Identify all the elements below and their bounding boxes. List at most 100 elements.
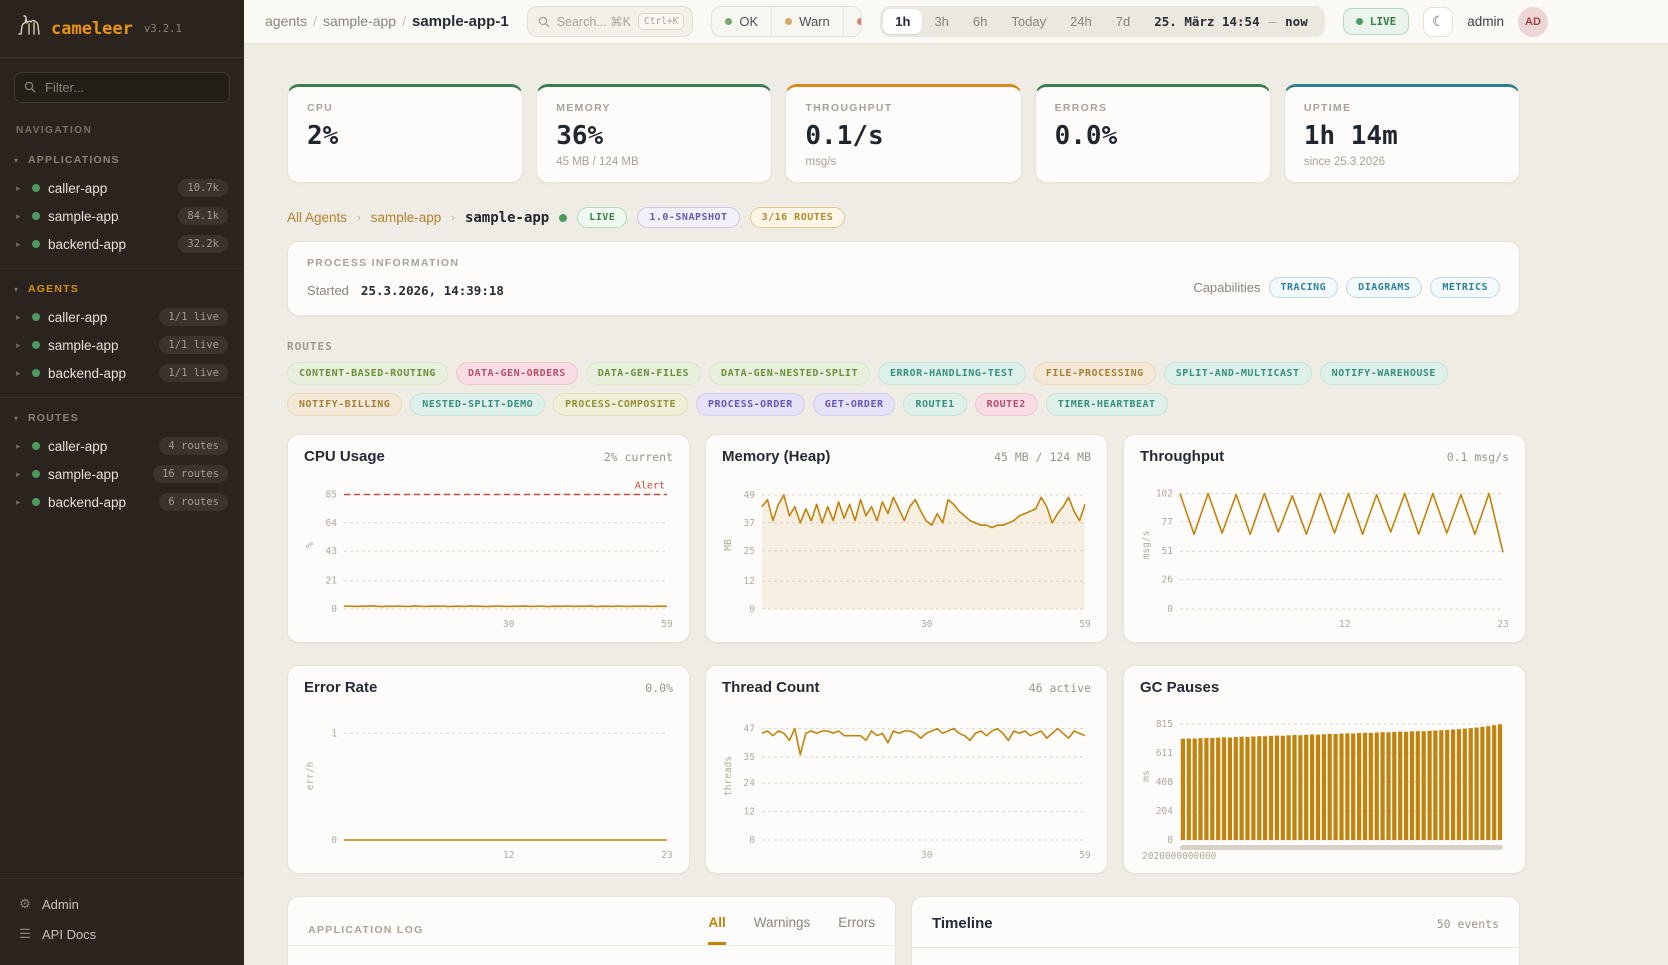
svg-text:%: % (305, 542, 316, 548)
range-7d[interactable]: 7d (1115, 14, 1131, 29)
search-input[interactable]: Search... ⌘K Ctrl+K (526, 6, 694, 37)
section-label: AGENTS (28, 283, 79, 295)
metric-card-memory: MEMORY 36% 45 MB / 124 MB (536, 84, 773, 183)
date-range[interactable]: 25. März 14:54 — now (1142, 14, 1321, 29)
section-label: APPLICATIONS (28, 154, 120, 166)
range-today[interactable]: Today (1011, 14, 1047, 29)
svg-text:2020000000000: 2020000000000 (1142, 851, 1217, 862)
sidebar-item-app-backend[interactable]: ▸ backend-app 32.2k (10, 230, 234, 258)
route-badge[interactable]: TIMER-HEARTBEAT (1045, 393, 1168, 416)
live-status-pill: LIVE (577, 207, 628, 228)
sidebar-item-agent-sample[interactable]: ▸ sample-app 1/1 live (10, 331, 234, 359)
logo[interactable]: cameleer v3.2.1 (0, 0, 244, 58)
route-badge[interactable]: SPLIT-AND-MULTICAST (1163, 362, 1312, 385)
tab-all[interactable]: All (708, 915, 726, 945)
svg-text:51: 51 (1162, 546, 1174, 557)
chevron-right-icon: ▸ (16, 311, 21, 322)
svg-text:815: 815 (1156, 719, 1173, 730)
route-badge[interactable]: ROUTE2 (974, 393, 1038, 416)
sidebar-item-agent-caller[interactable]: ▸ caller-app 1/1 live (10, 303, 234, 331)
search-placeholder: Search... ⌘K (556, 15, 632, 29)
capabilities: Capabilities TRACING DIAGRAMS METRICS (1193, 277, 1500, 298)
route-badge[interactable]: DATA-GEN-NESTED-SPLIT (709, 362, 870, 385)
route-badge[interactable]: NESTED-SPLIT-DEMO (410, 393, 546, 416)
svg-text:30: 30 (503, 619, 515, 630)
range-24h[interactable]: 24h (1070, 14, 1092, 29)
count-badge: 84.1k (178, 207, 228, 225)
route-badge[interactable]: ROUTE1 (903, 393, 967, 416)
status-dot (32, 470, 40, 478)
route-badge[interactable]: GET-ORDER (812, 393, 896, 416)
tab-warnings[interactable]: Warnings (753, 915, 811, 930)
route-badge[interactable]: NOTIFY-WAREHOUSE (1319, 362, 1448, 385)
camel-logo-icon (16, 13, 42, 44)
svg-text:30: 30 (921, 850, 933, 861)
avatar[interactable]: AD (1518, 6, 1548, 37)
capability-metrics: METRICS (1430, 277, 1500, 298)
route-badge[interactable]: ERROR-HANDLING-TEST (877, 362, 1026, 385)
svg-text:1: 1 (331, 728, 337, 739)
sidebar-item-routes-backend[interactable]: ▸ backend-app 6 routes (10, 488, 234, 516)
svg-text:0: 0 (1167, 835, 1173, 846)
status-filter-group: OK Warn Error Running (711, 6, 863, 37)
search-icon (538, 16, 550, 27)
live-badge[interactable]: LIVE (1342, 8, 1410, 35)
tab-errors[interactable]: Errors (838, 915, 875, 930)
route-badge[interactable]: PROCESS-ORDER (696, 393, 805, 416)
range-3h[interactable]: 3h (934, 14, 949, 29)
admin-link[interactable]: ⚙ Admin (19, 896, 79, 912)
timeline-events-count: 50 events (1436, 917, 1499, 931)
filter-error[interactable]: Error (842, 7, 862, 36)
sidebar-item-agent-backend[interactable]: ▸ backend-app 1/1 live (10, 359, 234, 387)
divider (912, 947, 1519, 948)
chevron-right-icon: ▸ (16, 468, 21, 479)
routes-count-badge: 4 routes (159, 437, 228, 455)
route-badge[interactable]: NOTIFY-BILLING (287, 393, 403, 416)
sidebar-item-app-caller[interactable]: ▸ caller-app 10.7k (10, 174, 234, 202)
route-badge[interactable]: DATA-GEN-FILES (585, 362, 702, 385)
route-badge[interactable]: DATA-GEN-ORDERS (455, 362, 578, 385)
svg-text:ms: ms (1141, 770, 1152, 781)
sidebar-item-app-sample[interactable]: ▸ sample-app 84.1k (10, 202, 234, 230)
count-badge: 10.7k (178, 179, 228, 197)
chart-gc-pauses: GC Pauses 0 204 408 611 815 ms 2020000000000 (1123, 665, 1526, 874)
section-applications: ▾ APPLICATIONS ▸ caller-app 10.7k ▸ samp… (0, 140, 244, 269)
error-rate-chart: 0 1 err/h 12 23 (305, 728, 673, 861)
section-header-applications[interactable]: ▾ APPLICATIONS (10, 152, 234, 174)
filter-warn[interactable]: Warn (771, 7, 843, 36)
chevron-right-icon: ▸ (16, 182, 21, 193)
range-1h[interactable]: 1h (883, 9, 923, 34)
filter-input[interactable] (14, 72, 230, 103)
svg-text:12: 12 (744, 807, 755, 818)
svg-text:MB: MB (723, 539, 734, 551)
user-name: admin (1467, 14, 1504, 29)
agent-header: All Agents › sample-app › sample-app LIV… (287, 207, 1520, 228)
live-count-badge: 1/1 live (159, 336, 228, 354)
filter-ok[interactable]: OK (712, 7, 771, 36)
svg-text:0: 0 (1167, 604, 1173, 615)
route-badge[interactable]: CONTENT-BASED-ROUTING (287, 362, 448, 385)
sample-app-link[interactable]: sample-app (370, 210, 442, 225)
section-header-routes[interactable]: ▾ ROUTES (10, 410, 234, 432)
cpu-usage-chart: 0 21 43 64 85% 30 59 Alert (305, 481, 673, 631)
date-to: now (1285, 14, 1308, 29)
moon-icon: ☾ (1431, 13, 1445, 29)
sidebar-filter (14, 72, 230, 103)
svg-text:21: 21 (326, 576, 338, 587)
log-tabs: All Warnings Errors (708, 915, 875, 945)
breadcrumb-sample-app[interactable]: sample-app (322, 13, 397, 29)
range-6h[interactable]: 6h (972, 14, 988, 29)
sidebar-item-routes-sample[interactable]: ▸ sample-app 16 routes (10, 460, 234, 488)
section-header-agents[interactable]: ▾ AGENTS (10, 281, 234, 303)
breadcrumb-agents[interactable]: agents (265, 13, 308, 29)
route-badge[interactable]: FILE-PROCESSING (1033, 362, 1156, 385)
api-docs-link[interactable]: ☰ API Docs (19, 926, 97, 942)
sidebar-item-routes-caller[interactable]: ▸ caller-app 4 routes (10, 432, 234, 460)
theme-toggle[interactable]: ☾ (1423, 6, 1454, 37)
route-badge[interactable]: PROCESS-COMPOSITE (553, 393, 689, 416)
memory-heap-chart: 0 12 25 37 49 MB 30 59 (723, 490, 1091, 630)
all-agents-link[interactable]: All Agents (287, 210, 348, 225)
app-version: v3.2.1 (143, 22, 182, 35)
live-dot-icon (1355, 18, 1363, 25)
svg-text:0: 0 (331, 604, 337, 615)
